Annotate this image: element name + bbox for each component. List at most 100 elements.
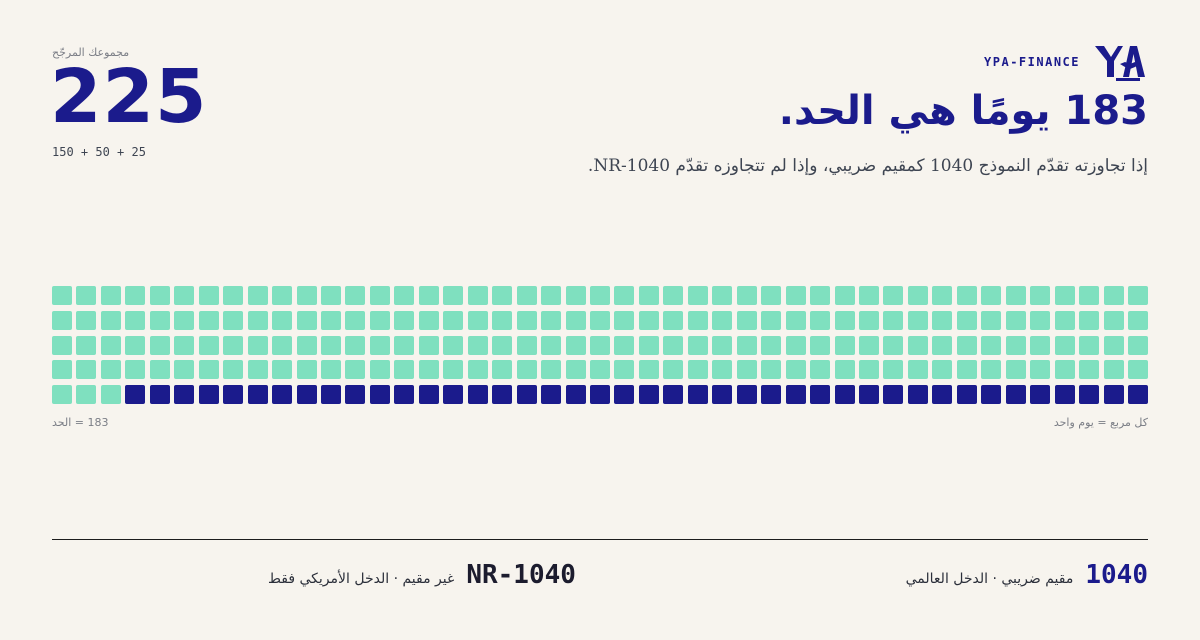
day-cell-within-threshold — [394, 335, 415, 355]
day-cell-within-threshold — [834, 310, 855, 330]
day-cell-over-threshold — [1079, 385, 1100, 404]
day-cell-within-threshold — [296, 335, 317, 355]
day-cell-within-threshold — [345, 310, 366, 330]
day-cell-within-threshold — [565, 310, 586, 330]
day-cell-over-threshold — [296, 385, 317, 404]
day-cell-over-threshold — [125, 385, 146, 404]
day-cell-within-threshold — [76, 385, 97, 404]
day-cell-within-threshold — [834, 360, 855, 380]
day-cell-within-threshold — [443, 335, 464, 355]
day-cell-within-threshold — [1079, 360, 1100, 380]
day-cell-over-threshold — [467, 385, 488, 404]
day-cell-within-threshold — [1103, 335, 1124, 355]
day-cell-within-threshold — [687, 310, 708, 330]
day-cell-over-threshold — [492, 385, 513, 404]
day-cell-within-threshold — [859, 286, 879, 305]
day-cell-within-threshold — [321, 286, 341, 305]
day-cell-over-threshold — [369, 385, 390, 404]
day-cell-within-threshold — [247, 335, 268, 355]
page-headline: 183 يومًا هي الحد. — [778, 88, 1148, 134]
day-cell-within-threshold — [418, 335, 439, 355]
day-cell-within-threshold — [1103, 310, 1124, 330]
day-cell-within-threshold — [345, 335, 366, 355]
legend-resident-code: 1040 — [1085, 560, 1148, 590]
day-cell-over-threshold — [321, 385, 341, 404]
day-cell-within-threshold — [125, 360, 146, 380]
day-cell-within-threshold — [492, 310, 513, 330]
day-cell-within-threshold — [712, 335, 733, 355]
day-cell-within-threshold — [736, 360, 757, 380]
total-formula: 150 + 50 + 25 — [52, 145, 146, 159]
day-cell-within-threshold — [1005, 335, 1026, 355]
day-cell-within-threshold — [125, 335, 146, 355]
day-cell-within-threshold — [859, 335, 879, 355]
day-cell-within-threshold — [785, 360, 806, 380]
cell-unit-caption: كل مربع = يوم واحد — [1053, 416, 1148, 429]
day-cell-within-threshold — [541, 286, 562, 305]
day-cell-within-threshold — [810, 286, 831, 305]
day-cell-over-threshold — [394, 385, 415, 404]
day-cell-within-threshold — [100, 286, 121, 305]
legend-nonresident-code: 1040-NR — [466, 560, 576, 590]
day-cell-within-threshold — [590, 360, 610, 380]
day-cell-within-threshold — [321, 310, 341, 330]
day-cell-within-threshold — [932, 360, 953, 380]
day-cell-within-threshold — [443, 310, 464, 330]
day-cell-over-threshold — [810, 385, 831, 404]
day-cell-within-threshold — [712, 310, 733, 330]
day-cell-within-threshold — [174, 310, 195, 330]
day-cell-over-threshold — [1128, 385, 1148, 404]
day-cell-within-threshold — [467, 310, 488, 330]
day-cell-over-threshold — [712, 385, 733, 404]
day-cell-within-threshold — [492, 286, 513, 305]
day-cell-within-threshold — [663, 360, 684, 380]
day-cell-within-threshold — [785, 310, 806, 330]
day-cell-within-threshold — [125, 286, 146, 305]
day-cell-within-threshold — [516, 360, 537, 380]
day-cell-within-threshold — [834, 286, 855, 305]
day-cell-over-threshold — [614, 385, 635, 404]
day-cell-within-threshold — [198, 360, 219, 380]
threshold-caption: 183 = الحد — [52, 416, 109, 429]
day-cell-within-threshold — [492, 360, 513, 380]
page-subtitle: إذا تجاوزته تقدّم النموذج 1040 كمقيم ضري… — [587, 156, 1148, 176]
day-cell-within-threshold — [981, 360, 1002, 380]
day-cell-over-threshold — [638, 385, 659, 404]
day-cell-within-threshold — [1103, 286, 1124, 305]
day-cell-within-threshold — [52, 385, 72, 404]
day-cell-within-threshold — [1030, 335, 1051, 355]
total-value: 225 — [50, 54, 208, 140]
day-cell-within-threshold — [638, 286, 659, 305]
day-cell-over-threshold — [174, 385, 195, 404]
brand: YPA-FINANCE — [984, 42, 1148, 82]
day-cell-within-threshold — [565, 286, 586, 305]
day-cell-within-threshold — [492, 335, 513, 355]
day-cell-within-threshold — [467, 335, 488, 355]
day-cell-within-threshold — [345, 286, 366, 305]
day-cell-within-threshold — [1128, 310, 1148, 330]
day-cell-within-threshold — [100, 335, 121, 355]
day-cell-within-threshold — [785, 286, 806, 305]
day-cell-over-threshold — [761, 385, 782, 404]
day-cell-over-threshold — [932, 385, 953, 404]
total-label: مجموعك المرجّح — [52, 46, 130, 59]
day-cell-within-threshold — [516, 310, 537, 330]
day-cell-within-threshold — [614, 286, 635, 305]
day-cell-over-threshold — [1030, 385, 1051, 404]
day-cell-within-threshold — [100, 385, 121, 404]
day-cell-within-threshold — [956, 286, 977, 305]
day-cell-within-threshold — [638, 310, 659, 330]
day-cell-within-threshold — [614, 360, 635, 380]
day-cell-within-threshold — [100, 310, 121, 330]
day-cell-within-threshold — [1103, 360, 1124, 380]
day-cell-over-threshold — [149, 385, 170, 404]
day-cell-over-threshold — [1103, 385, 1124, 404]
day-cell-within-threshold — [247, 360, 268, 380]
day-cell-within-threshold — [956, 360, 977, 380]
day-cell-within-threshold — [321, 335, 341, 355]
day-cell-within-threshold — [761, 335, 782, 355]
day-cell-within-threshold — [956, 310, 977, 330]
day-cell-within-threshold — [223, 310, 244, 330]
day-cell-within-threshold — [907, 310, 928, 330]
day-cell-within-threshold — [369, 286, 390, 305]
